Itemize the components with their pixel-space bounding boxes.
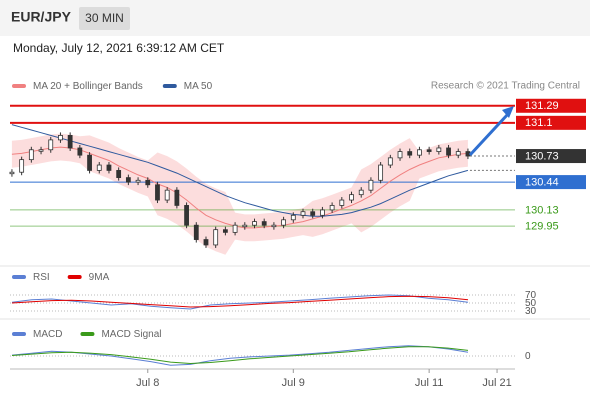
credit: Research © 2021 Trading Central — [431, 81, 580, 92]
candle — [174, 189, 180, 206]
legend-swatch — [67, 275, 82, 279]
candle — [193, 224, 199, 240]
indicator-line — [11, 295, 469, 308]
legend-label: MACD Signal — [101, 329, 161, 340]
forecast-arrow-head — [502, 106, 514, 118]
candle — [106, 164, 112, 171]
candle — [222, 229, 228, 233]
candle — [48, 139, 54, 151]
y-tick-label: 30 — [525, 306, 537, 317]
level-label-box — [516, 115, 586, 130]
candle — [455, 151, 461, 156]
bollinger-band — [11, 133, 468, 255]
y-tick-label: 0 — [525, 351, 531, 362]
legend-swatch — [12, 275, 26, 279]
indicator-line — [11, 346, 469, 365]
candle — [58, 135, 63, 141]
candle — [310, 211, 316, 216]
candle — [38, 149, 44, 152]
legend-label: MA 50 — [184, 81, 213, 92]
indicator-line — [11, 294, 469, 310]
candle — [77, 147, 83, 156]
level-label: 129.95 — [525, 220, 559, 232]
level-label: 131.29 — [525, 100, 559, 112]
candle — [9, 171, 15, 175]
x-tick-label: Jul 21 — [482, 377, 511, 389]
legend-label: 9MA — [89, 272, 110, 283]
candle — [387, 157, 393, 166]
x-tick-label: Jul 11 — [415, 377, 444, 389]
candle — [378, 164, 384, 181]
candle — [426, 149, 432, 152]
x-tick-label: Jul 8 — [136, 377, 159, 389]
candle — [417, 149, 422, 156]
candle — [87, 154, 92, 171]
candle — [368, 179, 374, 191]
legend-swatch — [12, 84, 26, 88]
y-tick-label: 70 — [525, 290, 537, 301]
candle — [300, 211, 306, 216]
candle — [135, 179, 141, 183]
candle — [290, 214, 296, 221]
level-label-box — [516, 175, 586, 190]
candle — [125, 177, 131, 183]
timestamp: Monday, July 12, 2021 6:39:12 AM CET — [13, 41, 225, 55]
legend-swatch — [12, 332, 26, 336]
candle — [232, 224, 238, 233]
candle — [446, 147, 451, 156]
legend-swatch — [80, 332, 95, 336]
candle — [339, 199, 345, 206]
y-tick-label: 50 — [525, 298, 537, 309]
legend-label: MA 20 + Bollinger Bands — [33, 81, 143, 92]
candle — [271, 224, 277, 228]
candle — [96, 164, 102, 171]
candle — [242, 224, 248, 228]
indicator-line — [11, 345, 469, 366]
candle — [281, 219, 287, 226]
candle — [358, 189, 364, 196]
level-label: 130.73 — [525, 150, 559, 162]
candle — [19, 159, 25, 173]
candle — [252, 221, 257, 226]
candle — [261, 221, 267, 226]
candle — [145, 179, 151, 186]
candle — [203, 239, 209, 246]
candle — [28, 149, 34, 161]
candle — [397, 151, 403, 159]
level-label: 131.1 — [525, 117, 553, 129]
level-label: 130.13 — [525, 204, 559, 216]
candle — [407, 151, 413, 156]
forecast-arrow — [468, 112, 510, 157]
candle — [320, 209, 325, 216]
candle — [164, 189, 170, 201]
x-tick-label: Jul 9 — [282, 377, 305, 389]
level-label-box — [516, 149, 586, 164]
symbol: EUR/JPY — [11, 9, 72, 25]
candle — [329, 205, 335, 211]
plot-layer: 131.29 131.1 130.73 130.44 130.13 129.95 Jul 8… — [9, 81, 586, 389]
level-label: 130.44 — [525, 176, 559, 188]
candle — [184, 205, 189, 226]
legend-label: MACD — [33, 329, 62, 340]
interval: 30 MIN — [85, 11, 124, 25]
candle — [436, 147, 442, 152]
ma50-line — [11, 124, 469, 217]
candle — [213, 229, 219, 246]
candle — [67, 135, 73, 149]
candle — [349, 194, 354, 201]
level-label-box — [516, 98, 586, 113]
interval-badge — [79, 7, 130, 30]
ma20-line — [11, 146, 468, 229]
candle — [116, 170, 122, 179]
candle — [155, 184, 160, 201]
legend-swatch — [162, 84, 177, 88]
legend-label: RSI — [33, 272, 50, 283]
